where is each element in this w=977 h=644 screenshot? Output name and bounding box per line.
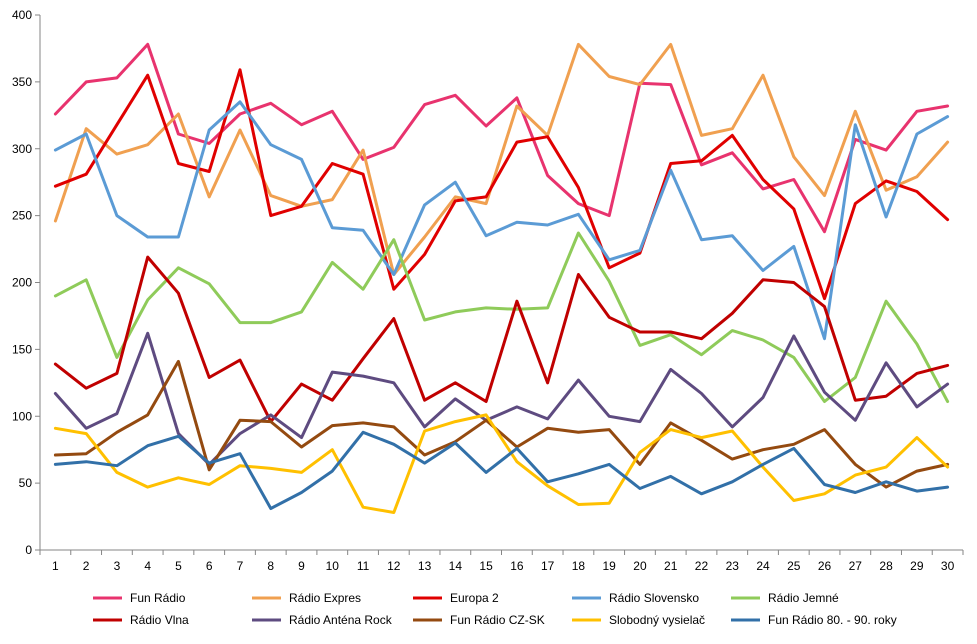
x-tick-label: 12 [387,559,401,573]
x-tick-label: 11 [357,559,370,573]
series-lines [55,44,947,512]
x-tick-label: 27 [849,559,863,573]
x-tick-label: 1 [52,559,59,573]
y-tick-label: 400 [12,8,32,22]
legend-item-3: Rádio Slovensko [572,591,699,605]
y-tick-label: 50 [19,476,33,490]
legend-label: Rádio Expres [289,591,361,605]
legend-item-8: Slobodný vysielač [572,613,705,627]
y-tick-label: 0 [25,543,32,557]
x-tick-label: 18 [572,559,586,573]
x-tick-label: 17 [541,559,555,573]
x-tick-label: 15 [479,559,493,573]
legend-item-6: Rádio Anténa Rock [252,613,393,627]
legend-label: Rádio Vlna [130,613,189,627]
x-tick-label: 21 [664,559,678,573]
x-tick-label: 22 [695,559,709,573]
y-tick-label: 100 [12,409,32,423]
x-tick-label: 25 [787,559,801,573]
x-tick-label: 3 [114,559,121,573]
y-tick-label: 150 [12,342,32,356]
legend-label: Rádio Slovensko [609,591,699,605]
x-tick-label: 26 [818,559,832,573]
series-line-4 [55,233,947,402]
series-line-1 [55,44,947,274]
series-line-8 [55,415,947,513]
x-tick-label: 5 [175,559,182,573]
x-tick-label: 6 [206,559,213,573]
x-tick-label: 20 [633,559,647,573]
legend-item-1: Rádio Expres [252,591,361,605]
legend-label: Fun Rádio [130,591,186,605]
legend-item-2: Europa 2 [413,591,499,605]
y-tick-label: 200 [12,276,32,290]
x-tick-label: 28 [879,559,893,573]
x-tick-label: 24 [756,559,770,573]
legend-item-5: Rádio Vlna [93,613,189,627]
x-tick-label: 8 [267,559,274,573]
y-tick-label: 250 [12,209,32,223]
legend-item-9: Fun Rádio 80. - 90. roky [731,613,897,627]
x-tick-label: 16 [510,559,524,573]
legend-label: Rádio Anténa Rock [289,613,393,627]
y-tick-label: 300 [12,142,32,156]
x-tick-label: 14 [449,559,463,573]
x-tick-label: 4 [144,559,151,573]
legend-item-7: Fun Rádio CZ-SK [413,613,545,627]
x-tick-label: 13 [418,559,432,573]
x-tick-label: 10 [326,559,340,573]
y-tick-label: 350 [12,75,32,89]
x-tick-label: 7 [237,559,244,573]
x-tick-label: 2 [83,559,90,573]
legend-item-0: Fun Rádio [93,591,186,605]
legend-label: Rádio Jemné [768,591,839,605]
x-tick-label: 29 [910,559,924,573]
x-tick-label: 30 [941,559,955,573]
legend-label: Fun Rádio CZ-SK [450,613,545,627]
x-tick-label: 23 [726,559,740,573]
legend-label: Europa 2 [450,591,499,605]
legend: Fun Rádio Rádio Expres Europa 2 Rádio Slove… [93,591,897,627]
legend-item-4: Rádio Jemné [731,591,839,605]
x-tick-label: 19 [603,559,617,573]
x-tick-label: 9 [298,559,305,573]
series-line-7 [55,361,947,487]
legend-label: Fun Rádio 80. - 90. roky [768,613,897,627]
legend-label: Slobodný vysielač [609,613,705,627]
